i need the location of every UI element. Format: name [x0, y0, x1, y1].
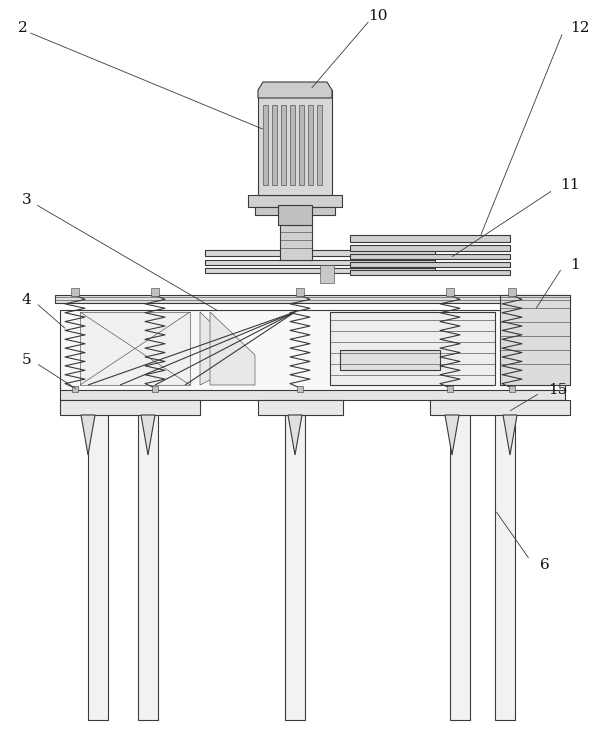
Bar — [495, 400, 515, 720]
Bar — [205, 260, 435, 265]
Text: 10: 10 — [368, 9, 388, 23]
Text: 3: 3 — [22, 193, 31, 207]
Polygon shape — [288, 415, 302, 455]
Bar — [71, 288, 79, 296]
Bar — [285, 400, 305, 720]
Text: 5: 5 — [22, 353, 31, 367]
Bar — [55, 295, 570, 303]
Bar — [281, 105, 286, 185]
Polygon shape — [141, 415, 155, 455]
Bar — [299, 105, 304, 185]
Bar — [258, 400, 343, 415]
Bar — [151, 288, 159, 296]
Bar — [272, 105, 277, 185]
Bar — [278, 205, 312, 225]
Bar — [296, 288, 304, 296]
Polygon shape — [503, 415, 517, 455]
Polygon shape — [81, 415, 95, 455]
Bar — [320, 265, 334, 283]
Polygon shape — [210, 312, 255, 385]
Text: 4: 4 — [22, 293, 31, 307]
Bar — [297, 386, 303, 392]
Bar — [508, 288, 516, 296]
Bar — [138, 400, 158, 720]
Bar — [308, 105, 313, 185]
Text: 1: 1 — [570, 258, 580, 272]
Text: 11: 11 — [560, 178, 580, 192]
Bar — [350, 235, 510, 242]
Bar — [509, 386, 515, 392]
Bar — [88, 400, 108, 720]
Text: 2: 2 — [18, 21, 28, 35]
Text: 15: 15 — [548, 383, 567, 397]
Polygon shape — [80, 312, 190, 385]
Bar — [258, 90, 332, 195]
Bar — [280, 225, 312, 260]
Bar — [255, 207, 335, 215]
Bar — [450, 400, 470, 720]
Bar — [446, 288, 454, 296]
Bar — [72, 386, 78, 392]
Polygon shape — [200, 312, 250, 385]
Bar — [60, 310, 565, 390]
Bar — [447, 386, 453, 392]
Polygon shape — [445, 415, 459, 455]
Bar — [205, 268, 435, 273]
Bar — [430, 400, 570, 415]
Bar — [248, 195, 342, 207]
Bar — [60, 385, 565, 400]
Bar — [205, 250, 435, 256]
Polygon shape — [258, 82, 332, 98]
Text: 12: 12 — [570, 21, 589, 35]
Bar — [500, 295, 570, 385]
Bar — [350, 245, 510, 251]
Bar — [350, 262, 510, 267]
Bar — [350, 254, 510, 259]
Bar — [350, 270, 510, 275]
Bar — [330, 312, 495, 385]
Bar — [290, 105, 295, 185]
Bar — [263, 105, 268, 185]
Text: 6: 6 — [540, 558, 550, 572]
Bar — [317, 105, 322, 185]
Bar — [60, 400, 200, 415]
Bar — [152, 386, 158, 392]
Bar — [340, 350, 440, 370]
